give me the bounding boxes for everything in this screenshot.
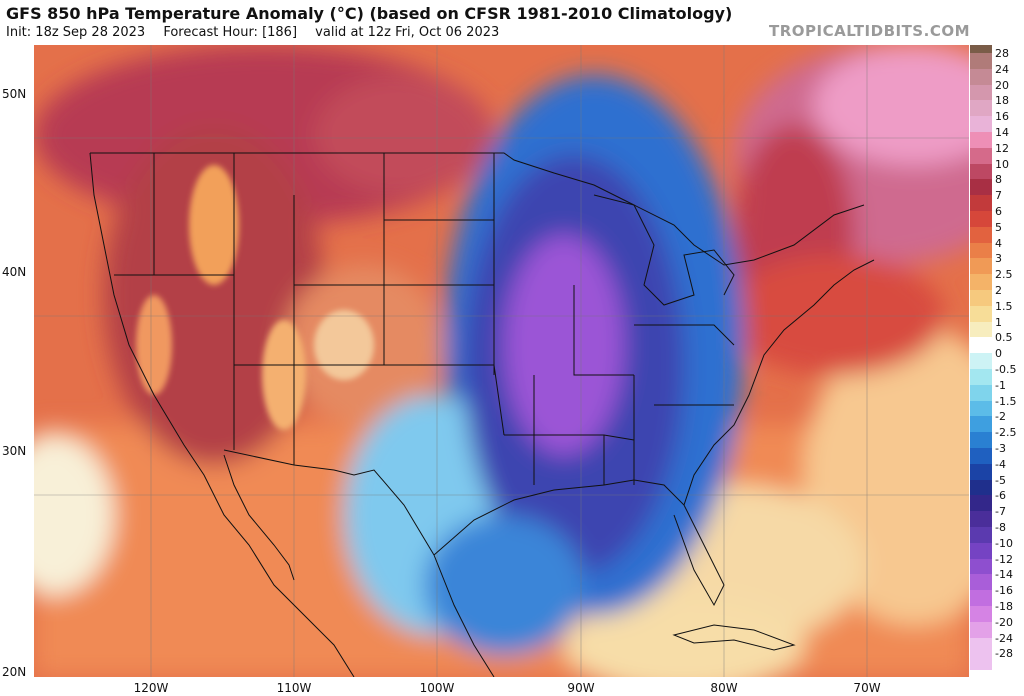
colorbar-swatch — [970, 116, 992, 133]
colorbar-swatch — [970, 432, 992, 449]
colorbar-label: -5 — [995, 473, 1006, 487]
lat-label: 30N — [2, 444, 27, 458]
colorbar-swatch — [970, 511, 992, 528]
colorbar-label: 18 — [995, 94, 1009, 108]
lon-label: 80W — [710, 681, 738, 695]
colorbar-label: 1.5 — [995, 299, 1013, 313]
colorbar-swatch — [970, 147, 992, 165]
colorbar-swatch — [970, 131, 992, 149]
colorbar-label: 4 — [995, 236, 1002, 250]
colorbar-swatch — [970, 179, 992, 197]
anomaly-map — [34, 45, 969, 677]
colorbar-swatch — [970, 52, 992, 70]
colorbar-swatch — [970, 321, 992, 339]
lon-label: 110W — [276, 681, 312, 695]
colorbar-label: 3 — [995, 252, 1002, 266]
colorbar-label: 28 — [995, 46, 1009, 60]
colorbar-swatch — [970, 289, 992, 307]
colorbar-swatch — [970, 463, 992, 481]
colorbar-label: 10 — [995, 157, 1009, 171]
colorbar-swatch — [970, 384, 992, 402]
lat-label: 50N — [2, 87, 27, 101]
colorbar-label: -2.5 — [995, 426, 1017, 440]
lat-label: 20N — [2, 665, 27, 679]
colorbar-label: -20 — [995, 615, 1013, 629]
colorbar-swatch — [970, 45, 992, 54]
colorbar-label: -12 — [995, 552, 1013, 566]
colorbar-label: -18 — [995, 599, 1013, 613]
map-title: GFS 850 hPa Temperature Anomaly (°C) (ba… — [6, 4, 733, 23]
colorbar-swatch — [970, 526, 992, 544]
colorbar-swatch — [970, 258, 992, 276]
valid-time: valid at 12z Fri, Oct 06 2023 — [315, 25, 500, 40]
colorbar-label: -14 — [995, 568, 1013, 582]
colorbar-swatch — [970, 621, 992, 639]
colorbar-label: 7 — [995, 189, 1002, 203]
colorbar-swatch — [970, 100, 992, 118]
colorbar-swatch — [970, 653, 992, 671]
colorbar-swatch — [970, 226, 992, 244]
colorbar-label: 14 — [995, 125, 1009, 139]
colorbar-swatch — [970, 68, 992, 86]
colorbar-swatch — [970, 242, 992, 260]
colorbar-label: 1 — [995, 315, 1002, 329]
colorbar-swatch — [970, 542, 992, 560]
colorbar-swatch — [970, 574, 992, 592]
lon-label: 120W — [133, 681, 169, 695]
forecast-hour: Forecast Hour: [186] — [163, 25, 298, 40]
colorbar-swatch — [970, 558, 992, 576]
colorbar-swatch — [970, 274, 992, 291]
colorbar-label: -24 — [995, 631, 1013, 645]
colorbar-swatch — [970, 590, 992, 607]
colorbar-swatch — [970, 84, 992, 102]
colorbar-swatch — [970, 605, 992, 623]
colorbar-swatch — [970, 195, 992, 212]
colorbar-swatch — [970, 337, 992, 355]
colorbar-swatch — [970, 479, 992, 497]
colorbar-swatch — [970, 416, 992, 434]
map-subtitle: Init: 18z Sep 28 2023 Forecast Hour: [18… — [6, 25, 513, 40]
colorbar-swatch — [970, 210, 992, 228]
colorbar-label: -10 — [995, 536, 1013, 550]
colorbar-label: 2.5 — [995, 268, 1013, 282]
colorbar-label: 16 — [995, 110, 1009, 124]
colorbar-swatch — [970, 353, 992, 370]
colorbar-label: 12 — [995, 141, 1009, 155]
brand-watermark: TROPICALTIDBITS.COM — [769, 22, 970, 40]
colorbar-swatch — [970, 637, 992, 655]
colorbar-swatch — [970, 447, 992, 465]
colorbar-label: -28 — [995, 647, 1013, 661]
colorbar-label: -3 — [995, 441, 1006, 455]
lat-label: 40N — [2, 265, 27, 279]
colorbar-label: 8 — [995, 173, 1002, 187]
colorbar-swatch — [970, 305, 992, 323]
colorbar-swatch — [970, 368, 992, 386]
colorbar-label: -6 — [995, 489, 1006, 503]
colorbar-label: -4 — [995, 457, 1006, 471]
lon-label: 90W — [567, 681, 595, 695]
colorbar-label: -7 — [995, 505, 1006, 519]
colorbar-swatch — [970, 400, 992, 418]
lon-label: 100W — [419, 681, 455, 695]
colorbar-label: 0 — [995, 347, 1002, 361]
colorbar-label: 2 — [995, 283, 1002, 297]
colorbar-label: 24 — [995, 62, 1009, 76]
colorbar-label: -1 — [995, 378, 1006, 392]
anomaly-map-graphic — [34, 45, 969, 677]
lon-label: 70W — [853, 681, 881, 695]
colorbar-label: -0.5 — [995, 362, 1017, 376]
colorbar-label: -1.5 — [995, 394, 1017, 408]
colorbar-label: 6 — [995, 204, 1002, 218]
init-time: Init: 18z Sep 28 2023 — [6, 25, 146, 40]
colorbar-swatch — [970, 495, 992, 513]
colorbar-label: 5 — [995, 220, 1002, 234]
colorbar-swatch — [970, 163, 992, 181]
colorbar-label: -16 — [995, 584, 1013, 598]
colorbar-legend: 28 24 20 18 16 14 12 10 8 7 6 5 4 3 2.5 2 1.5 1 0.5 0 -0.5 -1… — [970, 45, 1024, 677]
colorbar-label: -8 — [995, 520, 1006, 534]
colorbar-label: 0.5 — [995, 331, 1013, 345]
colorbar-label: 20 — [995, 78, 1009, 92]
colorbar-label: -2 — [995, 410, 1006, 424]
